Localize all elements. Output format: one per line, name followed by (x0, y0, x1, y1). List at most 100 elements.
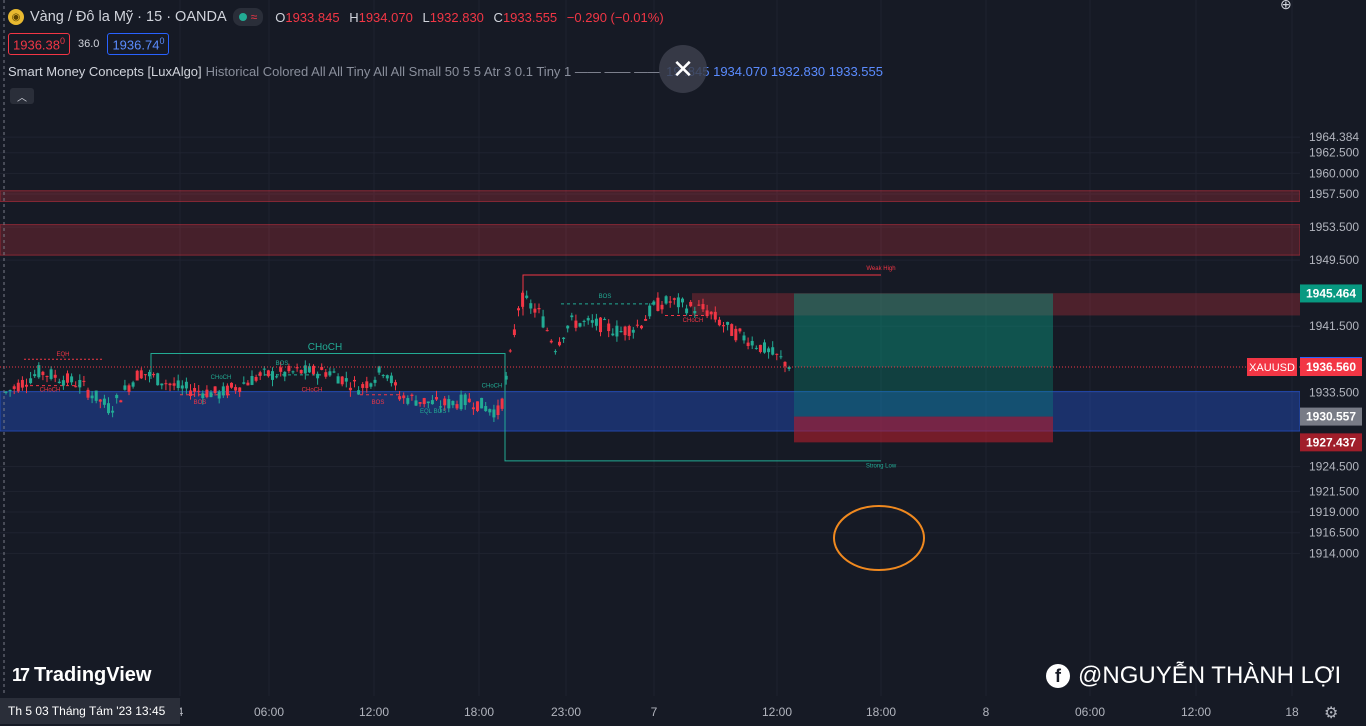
candle-body-15 (66, 373, 69, 383)
candle-body-162 (668, 301, 672, 303)
demand-zone (0, 390, 1301, 432)
candle-body-140 (578, 323, 582, 327)
candle-body-172 (709, 311, 713, 315)
candle-body-115 (476, 401, 479, 411)
candle-body-42 (176, 380, 180, 389)
candle-body-101 (418, 402, 422, 404)
candle-body-8 (37, 365, 41, 378)
candle-body-132 (545, 330, 549, 332)
candle-body-112 (463, 394, 467, 406)
candle-body-184 (758, 344, 762, 352)
indicator-legend[interactable]: Smart Money Concepts [LuxAlgo] Historical… (8, 64, 883, 79)
candle-body-120 (496, 405, 500, 416)
candle-body-181 (746, 342, 750, 347)
candle-body-107 (443, 398, 447, 406)
candle-body-82 (340, 376, 344, 385)
candle-body-81 (336, 376, 340, 384)
candle-body-180 (742, 335, 746, 341)
candle-body-106 (439, 406, 443, 408)
candle-body-110 (455, 404, 459, 409)
candle-body-13 (57, 381, 61, 384)
candle-body-49 (205, 389, 209, 398)
gear-icon[interactable]: ⚙ (1324, 705, 1339, 722)
candle-body-32 (135, 370, 139, 381)
candle-body-133 (549, 340, 553, 343)
price-tag-2 (1300, 358, 1362, 376)
candle-body-158 (652, 301, 656, 305)
symbol-legend[interactable]: ◉ Vàng / Đô la Mỹ · 15 · OANDA ≈ O1933.8… (8, 6, 670, 28)
candle-body-5 (25, 384, 28, 387)
candle-body-141 (582, 320, 586, 322)
candle-body-154 (635, 324, 639, 326)
candle-body-173 (713, 311, 717, 320)
candle-body-10 (45, 375, 49, 377)
candle-body-14 (61, 380, 65, 386)
smc-label-3: BOS (276, 361, 289, 367)
smc-label-6: BOS (194, 400, 207, 406)
buy-button[interactable]: 1936.740 (107, 33, 170, 56)
candle-body-163 (672, 298, 676, 300)
smc-label-8: EQL (420, 409, 433, 415)
candle-body-138 (570, 315, 574, 318)
candle-body-73 (303, 365, 307, 374)
candle-body-61 (254, 376, 258, 381)
candle-body-50 (209, 392, 213, 398)
candle-body-149 (615, 325, 619, 337)
candle-body-19 (82, 380, 86, 382)
candle-body-118 (488, 409, 492, 413)
smc-label-2: CHoCH (40, 387, 61, 393)
chevron-up-icon[interactable]: ︿ (10, 88, 34, 104)
indicator-values: 19 .845 1934.070 1932.830 1933.555 (666, 64, 883, 79)
candle-body-17 (74, 386, 78, 388)
indicator-name[interactable]: Smart Money Concepts [LuxAlgo] (8, 64, 202, 79)
candle-body-84 (348, 387, 352, 391)
candle-body-26 (111, 410, 115, 413)
candle-body-134 (553, 351, 557, 353)
candle-body-62 (258, 372, 262, 376)
time-axis-label-9: 06:00 (1075, 705, 1105, 719)
symbol-title[interactable]: Vàng / Đô la Mỹ · 15 · OANDA (30, 9, 227, 25)
time-axis-label-10: 12:00 (1181, 705, 1211, 719)
price-axis-label-10: 1919.000 (1309, 505, 1359, 519)
candle-body-33 (139, 370, 143, 379)
candle-body-157 (648, 305, 652, 317)
smc-label-4: CHoCH (211, 375, 232, 381)
candle-body-54 (225, 385, 229, 396)
time-axis: 4 06:00 12:00 18:00 23:00 7 12:00 18:00 8 06:00 12… (177, 705, 1299, 719)
candle-body-100 (414, 400, 418, 406)
candle-body-16 (70, 376, 74, 383)
candle-body-57 (238, 387, 242, 393)
price-axis-label-5: 1949.500 (1309, 253, 1359, 267)
candle-body-63 (262, 368, 266, 370)
position-entry-zone (794, 367, 1053, 417)
candle-body-1 (8, 390, 12, 392)
candle-body-145 (599, 317, 602, 333)
candle-body-69 (287, 365, 291, 372)
candle-body-130 (537, 307, 541, 310)
candle-body-189 (779, 356, 783, 358)
price-axis-panel (1300, 0, 1366, 696)
candle-body-122 (504, 375, 508, 380)
sell-button[interactable]: 1936.380 (8, 33, 71, 56)
candle-body-36 (152, 374, 156, 376)
candle-body-71 (295, 367, 299, 369)
candle-body-135 (558, 341, 561, 346)
candle-body-169 (697, 304, 701, 306)
candle-body-97 (402, 395, 406, 399)
candle-body-47 (197, 390, 201, 392)
close-icon[interactable]: ✕ (659, 45, 707, 93)
candle-body-87 (361, 384, 365, 388)
add-icon[interactable]: ⊕ (1280, 0, 1292, 12)
candle-body-43 (180, 385, 184, 389)
candle-body-3 (16, 382, 20, 392)
candle-body-136 (562, 337, 566, 340)
candle-body-25 (107, 403, 110, 414)
candle-body-70 (291, 371, 295, 373)
market-status[interactable]: ≈ (232, 8, 264, 26)
smc-label-5: CHoCH (302, 387, 323, 393)
candle-body-22 (94, 390, 98, 401)
candle-body-85 (353, 379, 356, 382)
candle-body-39 (164, 383, 168, 385)
